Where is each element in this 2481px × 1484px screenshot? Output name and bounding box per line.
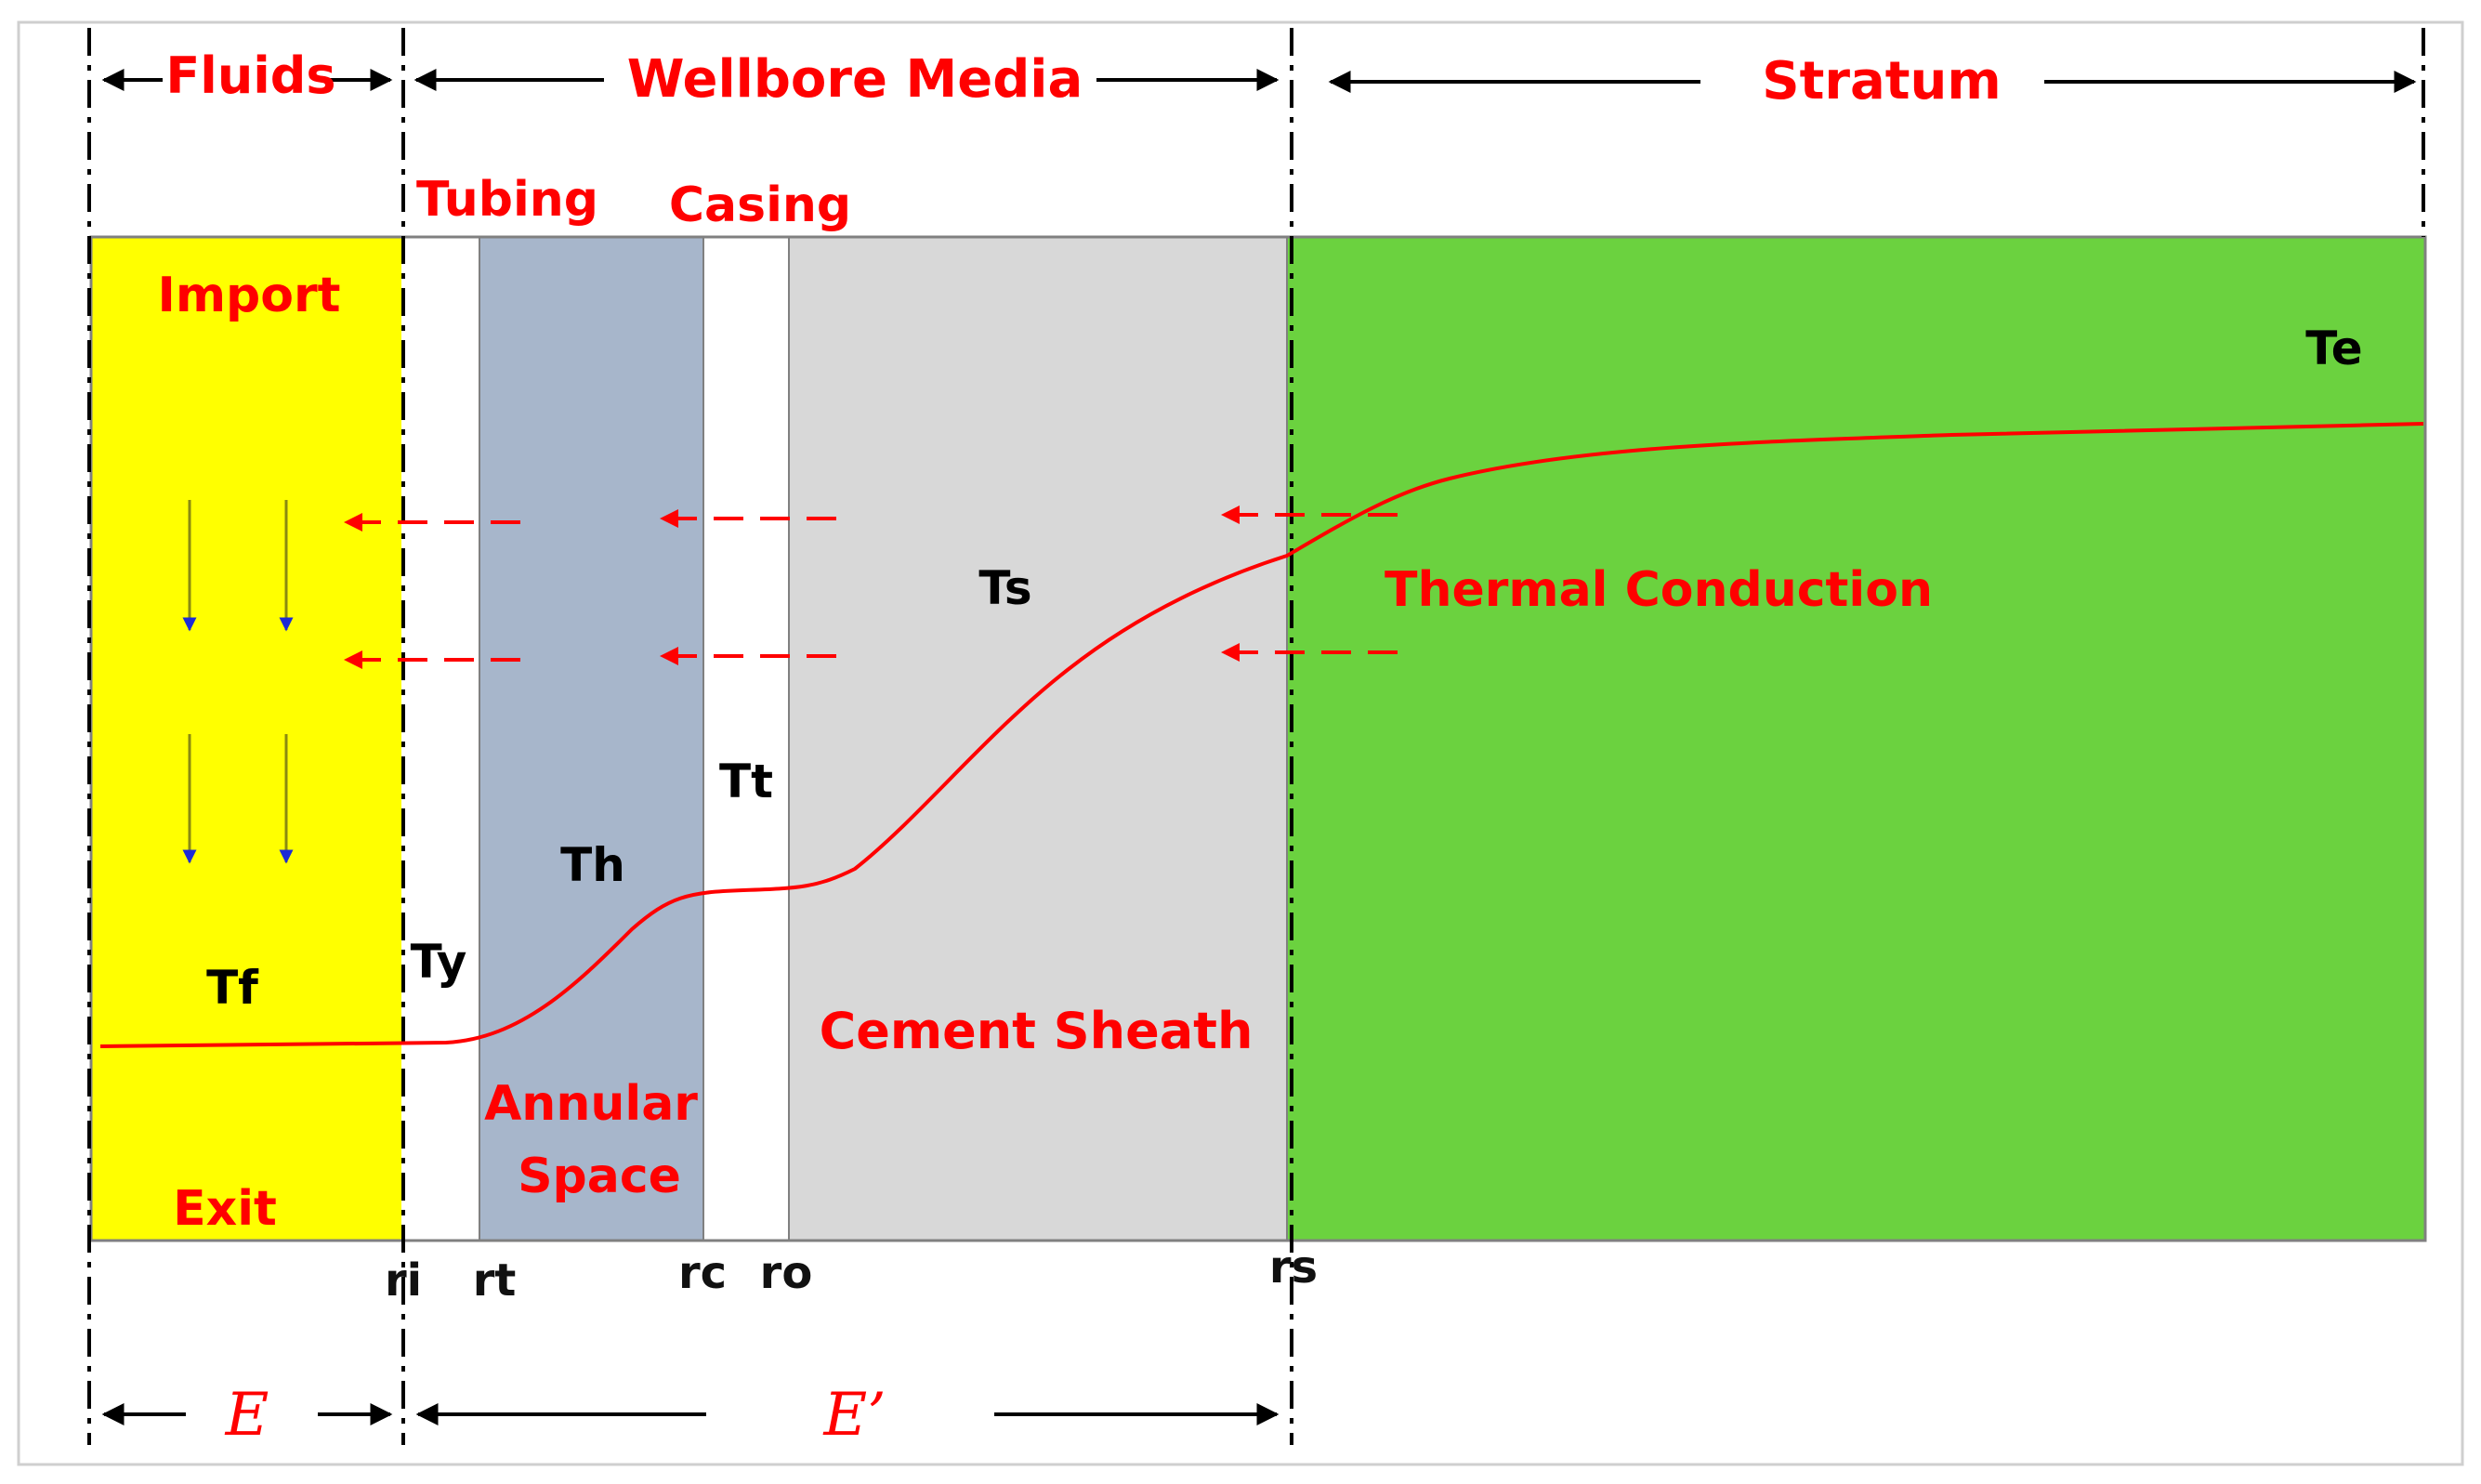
ty-label: Ty xyxy=(411,935,467,989)
region-e-label: E xyxy=(225,1381,269,1450)
tubing-wall xyxy=(401,237,479,1241)
tf-label: Tf xyxy=(206,961,259,1015)
fluid-region xyxy=(91,237,401,1241)
stratum-region xyxy=(1287,237,2425,1241)
cement-sheath-label: Cement Sheath xyxy=(820,1002,1254,1060)
ts-label: Ts xyxy=(978,561,1031,615)
region-e-prime-label: E’ xyxy=(822,1381,886,1450)
annular-space-label-line2: Space xyxy=(518,1149,681,1204)
radius-ri-label: ri xyxy=(385,1254,422,1307)
radius-rt-label: rt xyxy=(473,1254,517,1307)
casing-label: Casing xyxy=(669,177,851,233)
annular-space-label-line1: Annular xyxy=(484,1076,698,1132)
fluids-label: Fluids xyxy=(165,46,335,105)
exit-label: Exit xyxy=(173,1181,277,1237)
tubing-label: Tubing xyxy=(416,172,598,228)
wellbore-media-label: Wellbore Media xyxy=(627,49,1083,110)
heat-flux-arrows xyxy=(344,506,1398,669)
import-label: Import xyxy=(158,268,341,323)
annular-space-region xyxy=(479,237,703,1241)
thermal-conduction-label: Thermal Conduction xyxy=(1385,562,1933,618)
tt-label: Tt xyxy=(719,755,773,808)
casing-wall xyxy=(703,237,789,1241)
th-label: Th xyxy=(560,838,625,892)
te-label: Te xyxy=(2305,322,2362,375)
layers-border xyxy=(89,235,2427,1242)
temperature-profile-curve xyxy=(99,422,2424,1048)
flow-arrows xyxy=(182,500,294,864)
radius-rc-label: rc xyxy=(678,1247,727,1299)
cement-sheath-region xyxy=(789,237,1287,1241)
radius-rs-label: rs xyxy=(1269,1241,1318,1294)
reference-lines xyxy=(87,28,2425,1445)
top-extent-arrows xyxy=(101,69,2417,93)
radius-ro-label: ro xyxy=(760,1247,813,1299)
stratum-label: Stratum xyxy=(1762,51,2002,112)
